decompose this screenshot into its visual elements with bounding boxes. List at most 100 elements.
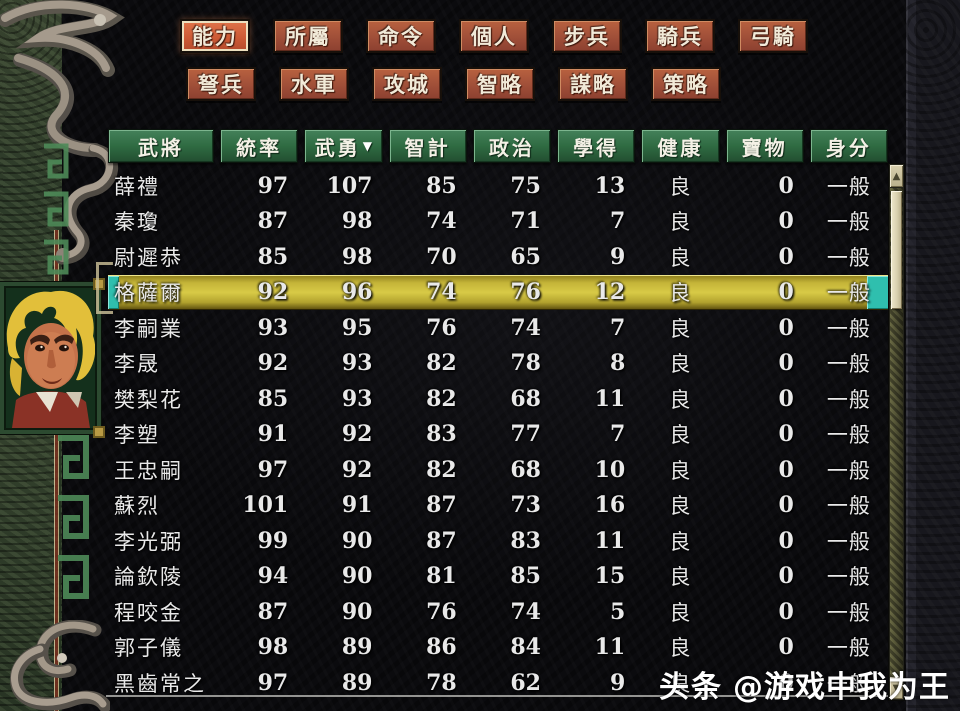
- toolbar-button-affiliation[interactable]: 所屬: [273, 19, 343, 53]
- toolbar-button-tactics[interactable]: 謀略: [558, 67, 628, 101]
- scrollbar-up-button[interactable]: ▲: [890, 165, 903, 187]
- cell-status: 一般: [826, 458, 871, 483]
- portrait-face-icon: [6, 288, 95, 428]
- column-header-status[interactable]: 身分: [809, 129, 888, 163]
- cell-commander: 李晟: [114, 352, 160, 377]
- table-row[interactable]: 蘇烈 101 91 87 73 16 良 0 一般: [108, 488, 888, 524]
- toolbar-button-crossbow[interactable]: 弩兵: [186, 67, 256, 101]
- cell-treasure: 0: [778, 634, 794, 661]
- column-header-treasure[interactable]: 寶物: [725, 129, 804, 163]
- cell-health: 良: [669, 423, 692, 448]
- cell-politics: 78: [510, 350, 541, 377]
- table-row-selected[interactable]: 格薩爾 92 96 74 76 12 良 0 一般: [108, 274, 889, 310]
- cell-commander: 樊梨花: [114, 387, 183, 412]
- cell-intellect: 86: [426, 634, 457, 661]
- cell-learned: 7: [609, 314, 626, 341]
- cell-valor: 90: [341, 598, 373, 625]
- cell-status: 一般: [826, 387, 871, 412]
- toolbar-button-siege[interactable]: 攻城: [372, 67, 442, 101]
- table-row[interactable]: 黑齒常之 97 89 78 62 9 良 0 一般: [108, 665, 888, 701]
- cell-commander: 李光弼: [114, 529, 183, 554]
- cell-valor: 92: [341, 456, 373, 483]
- cell-status: 一般: [826, 174, 871, 199]
- column-header-learned[interactable]: 學得: [557, 129, 636, 163]
- cell-leadership: 98: [257, 634, 289, 661]
- cell-status: 一般: [826, 671, 871, 696]
- table-scrollbar[interactable]: ▲ ▼: [888, 163, 905, 701]
- table-row[interactable]: 尉遲恭 85 98 70 65 9 良 0 一般: [108, 239, 888, 275]
- toolbar-button-horse-archer[interactable]: 弓騎: [738, 19, 808, 53]
- cell-politics: 77: [510, 421, 541, 448]
- toolbar-button-strategy[interactable]: 策略: [651, 67, 721, 101]
- toolbar-button-ability[interactable]: 能力: [180, 19, 250, 53]
- cell-commander: 黑齒常之: [114, 671, 206, 696]
- toolbar-button-infantry[interactable]: 步兵: [552, 19, 622, 53]
- cell-intellect: 82: [426, 385, 457, 412]
- scrollbar-thumb[interactable]: [891, 191, 902, 309]
- cell-valor: 98: [341, 243, 373, 270]
- cell-valor: 90: [341, 563, 373, 590]
- cell-commander: 尉遲恭: [114, 245, 183, 270]
- cell-politics: 65: [510, 243, 541, 270]
- table-row[interactable]: 李嗣業 93 95 76 74 7 良 0 一般: [108, 310, 888, 346]
- table-row[interactable]: 程咬金 87 90 76 74 5 良 0 一般: [108, 594, 888, 630]
- cell-leadership: 93: [257, 314, 289, 341]
- cell-commander: 蘇烈: [114, 494, 160, 519]
- table-row[interactable]: 郭子儀 98 89 86 84 11 良 0 一般: [108, 630, 888, 666]
- column-header-intellect[interactable]: 智計: [388, 129, 467, 163]
- toolbar-button-wisdom[interactable]: 智略: [465, 67, 535, 101]
- toolbar-button-navy[interactable]: 水軍: [279, 67, 349, 101]
- table-row[interactable]: 論欽陵 94 90 81 85 15 良 0 一般: [108, 559, 888, 595]
- cell-leadership: 85: [257, 385, 289, 412]
- cell-learned: 8: [609, 350, 626, 377]
- cell-health: 良: [669, 600, 692, 625]
- column-header-commander[interactable]: 武將: [108, 129, 214, 163]
- column-header-valor[interactable]: 武勇 ▼: [304, 129, 383, 163]
- table-row[interactable]: 李光弼 99 90 87 83 11 良 0 一般: [108, 523, 888, 559]
- toolbar-button-orders[interactable]: 命令: [366, 19, 436, 53]
- cell-commander: 格薩爾: [114, 281, 183, 306]
- cell-status: 一般: [826, 600, 871, 625]
- column-header-leadership[interactable]: 統率: [220, 129, 299, 163]
- toolbar-row-1: 能力 所屬 命令 個人 步兵 騎兵 弓騎: [180, 19, 831, 53]
- sort-descending-icon: ▼: [362, 139, 372, 153]
- cell-valor: 93: [341, 350, 373, 377]
- cell-intellect: 70: [426, 243, 457, 270]
- down-arrow-icon: ▼: [892, 682, 901, 694]
- toolbar-button-cavalry[interactable]: 騎兵: [645, 19, 715, 53]
- cell-commander: 秦瓊: [114, 210, 160, 235]
- watermark-handle: @游戏中我为王: [733, 670, 950, 705]
- cell-valor: 89: [341, 634, 373, 661]
- column-header-health[interactable]: 健康: [641, 129, 720, 163]
- cell-politics: 84: [510, 634, 541, 661]
- table-bottom-divider: [106, 695, 888, 697]
- cell-health: 良: [669, 316, 692, 341]
- cell-commander: 薛禮: [114, 174, 160, 199]
- table-row[interactable]: 李晟 92 93 82 78 8 良 0 一般: [108, 346, 888, 382]
- cell-commander: 郭子儀: [114, 636, 183, 661]
- scrollbar-track[interactable]: [890, 188, 903, 678]
- cell-leadership: 94: [257, 563, 289, 590]
- cell-learned: 11: [594, 634, 626, 661]
- cell-intellect: 83: [426, 421, 457, 448]
- table-row[interactable]: 薛禮 97 107 85 75 13 良 0 一般: [108, 168, 888, 204]
- scrollbar-down-button[interactable]: ▼: [890, 677, 903, 699]
- cell-commander: 王忠嗣: [114, 458, 183, 483]
- left-rail-line: [54, 230, 61, 711]
- cell-intellect: 87: [426, 527, 457, 554]
- cell-health: 良: [669, 636, 692, 661]
- toolbar-button-personal[interactable]: 個人: [459, 19, 529, 53]
- cell-leadership: 97: [257, 172, 289, 199]
- column-header-politics[interactable]: 政治: [472, 129, 551, 163]
- table-row[interactable]: 王忠嗣 97 92 82 68 10 良 0 一般: [108, 452, 888, 488]
- cell-health: 良: [669, 529, 692, 554]
- table-row[interactable]: 秦瓊 87 98 74 71 7 良 0 一般: [108, 204, 888, 240]
- table-row[interactable]: 李塑 91 92 83 77 7 良 0 一般: [108, 417, 888, 453]
- table-row[interactable]: 樊梨花 85 93 82 68 11 良 0 一般: [108, 381, 888, 417]
- cell-health: 良: [669, 565, 692, 590]
- cell-politics: 83: [510, 527, 541, 554]
- cell-leadership: 91: [257, 421, 289, 448]
- cell-status: 一般: [826, 316, 871, 341]
- cell-status: 一般: [826, 281, 871, 306]
- cell-valor: 96: [341, 279, 373, 306]
